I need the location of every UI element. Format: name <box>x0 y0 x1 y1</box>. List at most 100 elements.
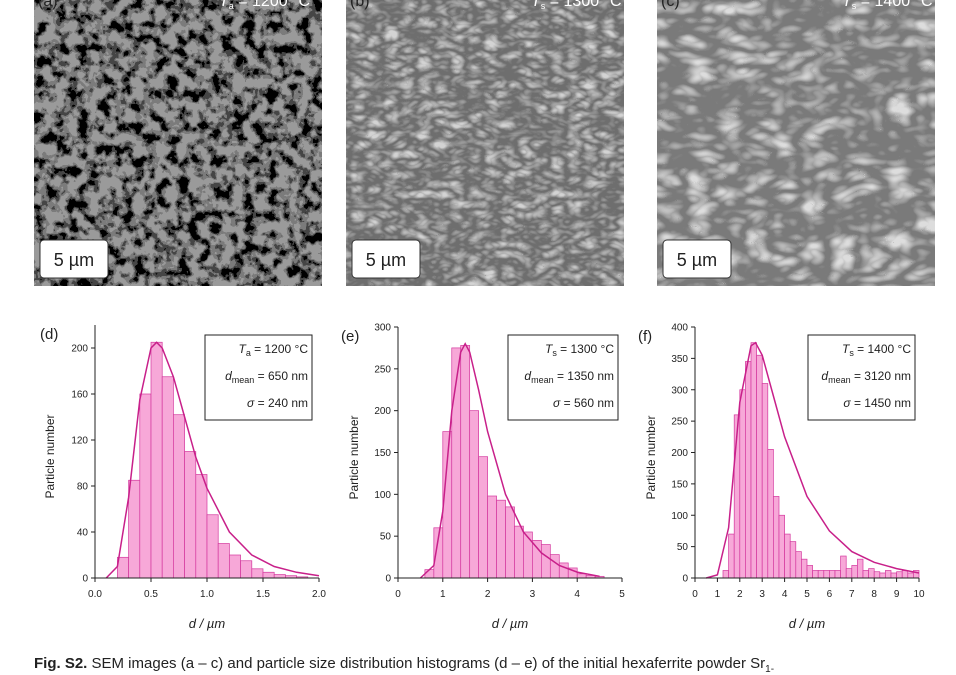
bar <box>532 539 542 579</box>
y-axis-label: Particle number <box>347 415 361 499</box>
x-tick-label: 2 <box>485 589 491 600</box>
x-tick-label: 7 <box>849 589 855 600</box>
bar <box>851 565 858 579</box>
x-tick-label: 1.5 <box>256 589 270 600</box>
scale-bar-box <box>662 239 732 279</box>
bar <box>750 342 757 579</box>
bar <box>840 555 847 579</box>
x-tick-label: 9 <box>894 589 900 600</box>
bar <box>896 571 903 579</box>
x-tick-label: 6 <box>827 589 833 600</box>
symbol: d <box>225 369 232 383</box>
bar <box>862 570 869 579</box>
y-tick-label: 100 <box>671 511 688 522</box>
bar <box>845 568 853 579</box>
sem-image-b <box>346 0 624 286</box>
symbol: σ <box>247 396 255 410</box>
y-tick-label: 400 <box>671 323 688 334</box>
x-tick-label: 0 <box>395 589 401 600</box>
subscript: mean <box>531 375 554 385</box>
text: = 3120 nm <box>851 369 911 383</box>
text: = 1400 °C <box>856 0 932 10</box>
sem-image-c <box>657 0 935 286</box>
bar <box>890 572 897 579</box>
x-tick-label: 4 <box>782 589 788 600</box>
x-tick-label: 1 <box>715 589 721 600</box>
text: = 240 nm <box>254 396 308 410</box>
fit-curve <box>705 341 920 579</box>
condition-label: Ts = 1300 °C <box>531 0 622 11</box>
x-axis-label: d / µm <box>492 616 529 631</box>
bar <box>873 571 881 579</box>
bar <box>778 514 785 579</box>
x-axis-label: d / µm <box>189 616 226 631</box>
y-tick-label: 50 <box>677 542 689 553</box>
y-tick-label: 200 <box>671 448 688 459</box>
x-tick-label: 5 <box>804 589 810 600</box>
symbol: T <box>842 0 853 10</box>
y-tick-label: 50 <box>380 532 392 543</box>
bar <box>784 533 791 579</box>
panel-label: (e) <box>341 328 359 345</box>
subscript: s <box>849 348 854 358</box>
bar <box>879 572 886 579</box>
bar <box>496 499 506 579</box>
symbol: T <box>531 0 542 10</box>
x-tick-label: 0 <box>692 589 698 600</box>
subscript: s <box>541 1 546 11</box>
x-tick-label: 5 <box>619 589 625 600</box>
bar <box>801 558 808 579</box>
bar <box>229 554 241 579</box>
panel-label: (c) <box>661 0 680 10</box>
panel-label: (f) <box>638 328 652 345</box>
bar <box>184 451 197 579</box>
bar <box>469 410 479 579</box>
y-tick-label: 0 <box>385 574 391 585</box>
x-tick-label: 2.0 <box>312 589 326 600</box>
bar <box>514 525 524 579</box>
annotation-box <box>507 334 619 421</box>
bar <box>767 449 774 579</box>
text: = 1400 °C <box>854 342 912 356</box>
y-tick-label: 150 <box>671 479 688 490</box>
x-tick-label: 0.5 <box>144 589 158 600</box>
text: = 1200 °C <box>234 0 310 10</box>
bar <box>817 570 825 579</box>
bar <box>907 572 914 579</box>
bar <box>523 531 533 579</box>
x-axis-label: d / µm <box>789 616 826 631</box>
subscript: a <box>246 348 251 358</box>
bar <box>173 414 185 579</box>
bar <box>128 479 141 579</box>
bar <box>273 574 286 579</box>
bar <box>745 361 752 579</box>
subscript: mean <box>828 375 851 385</box>
y-tick-label: 160 <box>71 390 88 401</box>
y-tick-label: 200 <box>71 344 88 355</box>
condition-label: Ts = 1400 °C <box>842 0 933 11</box>
bar <box>823 570 830 579</box>
symbol: T <box>238 342 247 356</box>
scale-bar-label: 5 µm <box>366 250 406 270</box>
symbol: σ <box>553 396 561 410</box>
text: = 1350 nm <box>554 369 614 383</box>
bar <box>150 341 163 579</box>
y-tick-label: 120 <box>71 436 88 447</box>
text: = 1200 °C <box>251 342 309 356</box>
x-tick-label: 3 <box>759 589 765 600</box>
text: = 1450 nm <box>851 396 911 410</box>
bar <box>487 495 497 579</box>
symbol: σ <box>843 396 851 410</box>
bar <box>139 393 152 579</box>
fit-curve <box>105 341 320 579</box>
subscript: s <box>852 1 857 11</box>
symbol: T <box>842 342 851 356</box>
bar <box>728 533 735 579</box>
bar <box>161 376 174 579</box>
text: = 1300 °C <box>545 0 621 10</box>
bar <box>806 565 813 579</box>
subscript: s <box>552 348 557 358</box>
y-tick-label: 300 <box>671 385 688 396</box>
bar <box>773 496 780 579</box>
